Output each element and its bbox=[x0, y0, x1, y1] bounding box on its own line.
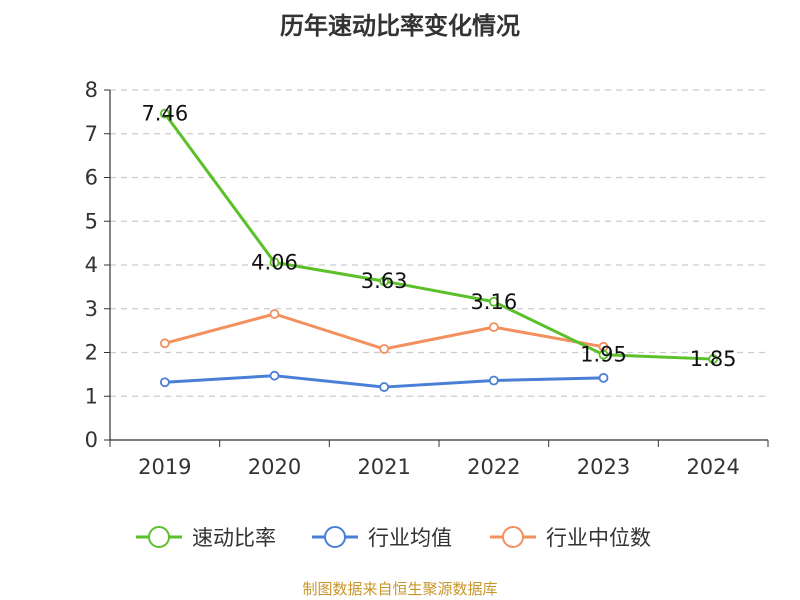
y-tick-label: 6 bbox=[85, 166, 98, 190]
axes: 0 1 2 3 4 5 6 7 8 2019 2020 2021 2022 2023 2024 bbox=[85, 78, 769, 479]
data-point bbox=[159, 377, 170, 388]
data-label: 7.46 bbox=[141, 102, 188, 126]
data-point bbox=[598, 349, 609, 360]
legend-label: 行业均值 bbox=[368, 526, 452, 550]
x-tick-label: 2024 bbox=[686, 455, 739, 479]
y-tick-label: 8 bbox=[85, 78, 98, 102]
legend-marker bbox=[148, 526, 170, 548]
series-lines bbox=[159, 108, 719, 392]
y-tick-label: 7 bbox=[85, 122, 98, 146]
data-label: 1.85 bbox=[690, 347, 737, 371]
y-tick-label: 4 bbox=[85, 253, 98, 277]
x-tick-label: 2020 bbox=[248, 455, 301, 479]
x-tick-label: 2019 bbox=[138, 455, 191, 479]
legend-item[interactable]: 速动比率 bbox=[136, 526, 276, 550]
data-point bbox=[708, 354, 719, 364]
data-point bbox=[488, 375, 499, 386]
legend-label: 速动比率 bbox=[192, 526, 276, 550]
data-point bbox=[269, 257, 280, 268]
x-tick-label: 2022 bbox=[467, 455, 520, 479]
data-point bbox=[159, 338, 170, 349]
data-label: 3.63 bbox=[361, 269, 408, 293]
y-tick-label: 1 bbox=[85, 384, 98, 408]
legend[interactable]: 速动比率 行业均值 行业中位数 bbox=[136, 526, 651, 550]
legend-item[interactable]: 行业中位数 bbox=[490, 526, 651, 550]
source-note: 制图数据来自恒生聚源数据库 bbox=[302, 580, 498, 598]
series-line-2 bbox=[164, 312, 604, 351]
data-label: 4.06 bbox=[251, 250, 298, 274]
x-tick-label: 2023 bbox=[577, 455, 630, 479]
data-point bbox=[159, 108, 170, 119]
data-point bbox=[269, 309, 280, 319]
series-line-0 bbox=[163, 112, 714, 361]
data-point bbox=[598, 372, 609, 383]
y-tick-label: 2 bbox=[85, 341, 98, 365]
chart-title: 历年速动比率变化情况 bbox=[280, 12, 520, 40]
legend-marker bbox=[324, 526, 346, 548]
data-point bbox=[488, 296, 499, 307]
y-tick-label: 0 bbox=[85, 428, 98, 452]
y-tick-label: 3 bbox=[85, 297, 98, 321]
data-label: 3.16 bbox=[470, 290, 517, 314]
data-labels: 7.46 4.06 3.63 3.16 1.95 1.85 bbox=[141, 102, 736, 371]
data-label: 1.95 bbox=[580, 343, 627, 367]
data-point bbox=[379, 382, 390, 392]
data-point bbox=[488, 322, 499, 333]
legend-item[interactable]: 行业均值 bbox=[312, 526, 452, 550]
legend-marker bbox=[502, 526, 524, 548]
legend-label: 行业中位数 bbox=[546, 526, 651, 550]
grid-lines bbox=[110, 89, 768, 397]
y-tick-label: 5 bbox=[85, 209, 98, 233]
x-tick-label: 2021 bbox=[357, 455, 410, 479]
data-point bbox=[379, 344, 390, 354]
data-point bbox=[379, 276, 390, 287]
data-point bbox=[269, 370, 280, 381]
